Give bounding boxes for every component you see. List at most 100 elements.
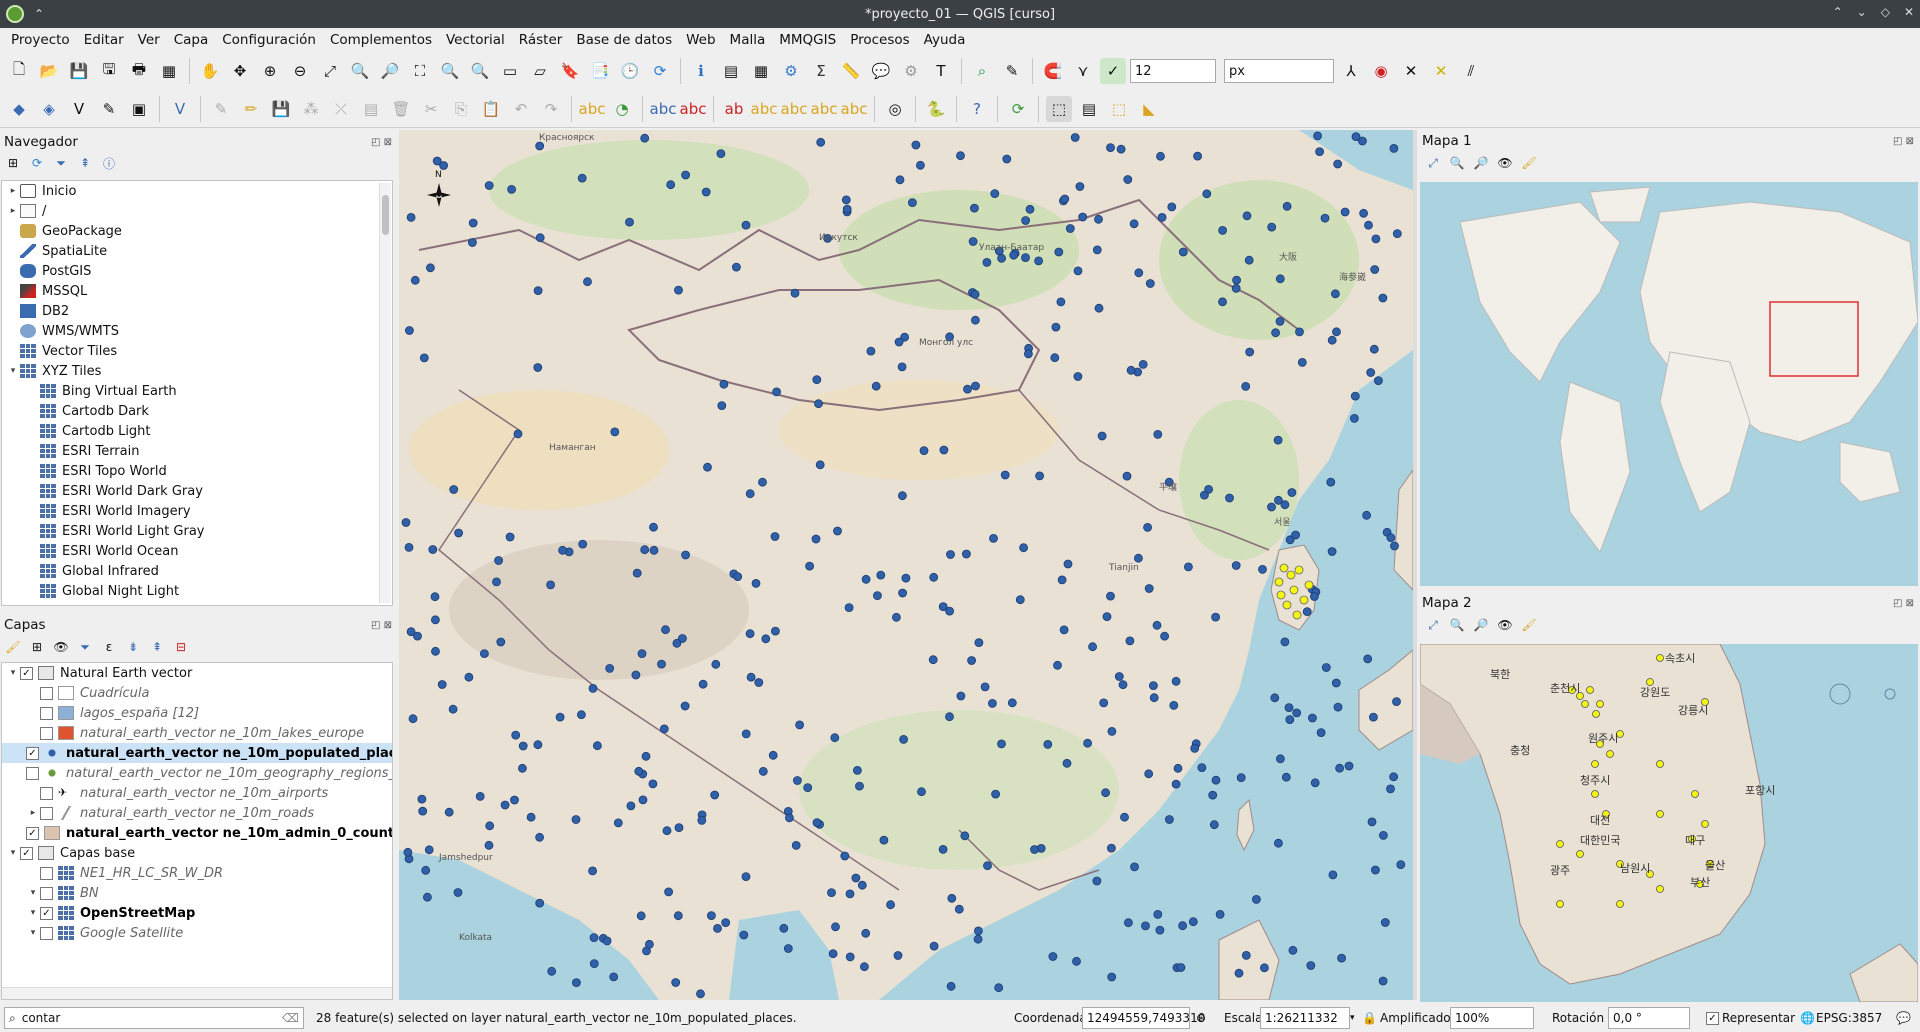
topology-icon[interactable]: ◉	[1374, 62, 1388, 80]
filter-icon[interactable]: ⏷	[56, 155, 66, 170]
render-checkbox[interactable]: ✓	[1706, 1012, 1719, 1025]
zoom-out-icon[interactable]: ⊖	[293, 62, 307, 80]
layer-item[interactable]: Cuadrícula	[2, 683, 392, 703]
label-pin-icon[interactable]: abc	[679, 99, 707, 118]
expand-all-icon[interactable]: ⇟	[127, 640, 139, 654]
layer-visibility-checkbox[interactable]	[40, 926, 53, 940]
layer-item[interactable]: ▾ Google Satellite	[2, 923, 392, 943]
tracing-icon[interactable]: ⅄	[1346, 62, 1356, 80]
style-manager-icon[interactable]: ▦	[161, 62, 177, 80]
style-panel-icon[interactable]: 🖌	[5, 640, 21, 654]
menu-item-11[interactable]: MMQGIS	[779, 32, 837, 48]
menu-item-9[interactable]: Web	[686, 32, 716, 48]
navigator-item[interactable]: Vector Tiles	[2, 341, 392, 361]
navigator-scrollbar[interactable]	[379, 183, 391, 603]
zoom-last-icon[interactable]: 🔍	[440, 62, 460, 80]
layer-visibility-checkbox[interactable]: ✓	[26, 746, 39, 760]
navigator-item[interactable]: DB2	[2, 301, 392, 321]
new-map-view-icon[interactable]: ▭	[502, 62, 518, 80]
navigator-item[interactable]: Cartodb Dark	[2, 401, 392, 421]
new-project-icon[interactable]: 🗋	[12, 59, 26, 78]
filter-expression-icon[interactable]: ε	[105, 640, 113, 654]
navigator-item[interactable]: Cartodb Light	[2, 421, 392, 441]
virtual-layer-icon[interactable]: ▣	[131, 99, 147, 118]
zoom-layer-icon[interactable]: 🔎	[380, 62, 400, 80]
coordinate-field[interactable]: 12494559,7493310	[1082, 1007, 1205, 1029]
identify-icon[interactable]: ℹ	[698, 62, 704, 80]
zoom-native-icon[interactable]: ⛶	[414, 62, 426, 80]
label-highlight-icon[interactable]: abc	[649, 99, 677, 118]
messages-icon[interactable]: 💬	[1896, 1011, 1911, 1025]
layer-item[interactable]: ▾ BN	[2, 883, 392, 903]
bookmark-icon[interactable]: 🔖	[560, 62, 580, 80]
python-icon[interactable]: 🐍	[926, 99, 946, 118]
layer-visibility-checkbox[interactable]: ✓	[26, 826, 39, 840]
layer-visibility-checkbox[interactable]: ✓	[20, 666, 33, 680]
print-layout-icon[interactable]: 🖶	[131, 59, 147, 78]
layer-item[interactable]: ▾ ✓ Natural Earth vector	[2, 663, 392, 683]
save-project-icon[interactable]: 💾	[69, 62, 89, 80]
pan-icon[interactable]: ✋	[200, 62, 220, 80]
pan-to-selection-icon[interactable]: ✥	[233, 62, 247, 80]
layer-visibility-checkbox[interactable]: ✓	[20, 846, 33, 860]
expand-arrow-icon[interactable]: ▸	[10, 206, 16, 216]
magnifier-field[interactable]: 100%	[1450, 1007, 1534, 1029]
edits-icon[interactable]: ✎	[214, 99, 228, 118]
add-selected-icon[interactable]: ⊞	[7, 156, 19, 170]
menu-item-7[interactable]: Ráster	[518, 32, 563, 48]
undo-icon[interactable]: ↶	[514, 99, 528, 118]
layer-visibility-checkbox[interactable]	[40, 786, 53, 800]
rotation-field[interactable]: 0,0 °	[1608, 1007, 1690, 1029]
measure-icon[interactable]: 📏	[841, 62, 861, 80]
label-change-icon[interactable]: abc	[810, 99, 838, 118]
select-by-value-icon[interactable]: ▤	[1081, 99, 1097, 118]
layer-item[interactable]: natural_earth_vector ne_10m_geography_re…	[2, 763, 392, 783]
toggle-extent-icon[interactable]: ⊛	[1196, 1011, 1207, 1025]
show-bookmarks-icon[interactable]: 📑	[590, 62, 610, 80]
zoom-full-icon[interactable]: ⤢	[323, 62, 336, 80]
toggle-editing-icon[interactable]: ✏	[244, 99, 258, 118]
map-tips-icon[interactable]: 💬	[871, 62, 891, 80]
layer-visibility-checkbox[interactable]	[40, 726, 53, 740]
panel-close-icon[interactable]: ◰ ⊠	[370, 619, 392, 631]
layer-item[interactable]: lagos_españa [12]	[2, 703, 392, 723]
scale-field[interactable]: 1:26211332	[1260, 1007, 1350, 1029]
collapse-all-icon[interactable]: ⇞	[79, 156, 91, 170]
main-map-canvas[interactable]: Монгол улс Красноярск Иркутск Улаан-Баатар 大…	[399, 130, 1413, 1000]
menu-item-12[interactable]: Procesos	[850, 32, 910, 48]
expand-arrow-icon[interactable]: ▾	[10, 848, 16, 858]
open-project-icon[interactable]: 📂	[39, 62, 59, 80]
zoom-full-icon[interactable]: ⤢	[1428, 155, 1438, 170]
label-rotate-icon[interactable]: abc	[780, 99, 808, 118]
menu-item-13[interactable]: Ayuda	[923, 32, 966, 48]
modify-attributes-icon[interactable]: ▤	[363, 99, 379, 118]
navigator-item[interactable]: ESRI World Imagery	[2, 501, 392, 521]
reload-plugin-icon[interactable]: ⟳	[1011, 99, 1025, 118]
layer-visibility-checkbox[interactable]: ✓	[40, 906, 53, 920]
add-vector-icon[interactable]: V	[174, 99, 186, 118]
self-snap-icon[interactable]: ✕	[1434, 62, 1448, 80]
snap-options-icon[interactable]: ⫽	[1467, 62, 1475, 80]
label-tool-icon[interactable]: abc	[578, 99, 606, 118]
zoom-selection-icon[interactable]: 🔍	[350, 62, 370, 80]
scale-dropdown-icon[interactable]: ▾	[1350, 1013, 1355, 1023]
zoom-selection-icon[interactable]: 🔍	[1449, 618, 1465, 632]
snap-units-select[interactable]: px	[1224, 59, 1334, 83]
navigator-item[interactable]: WMS/WMTS	[2, 321, 392, 341]
panel-close-icon[interactable]: ◰ ⊠	[1892, 135, 1914, 147]
redo-icon[interactable]: ↷	[544, 99, 558, 118]
label-show-icon[interactable]: ab	[724, 99, 744, 118]
collapse-all-icon[interactable]: ⇞	[151, 640, 163, 654]
layer-visibility-checkbox[interactable]	[40, 706, 53, 720]
layer-visibility-checkbox[interactable]	[40, 866, 53, 880]
navigator-item[interactable]: ESRI World Dark Gray	[2, 481, 392, 501]
menu-item-10[interactable]: Malla	[729, 32, 766, 48]
view-settings-icon[interactable]: 👁	[1497, 618, 1513, 632]
panel-close-icon[interactable]: ◰ ⊠	[1892, 597, 1914, 609]
layer-visibility-checkbox[interactable]	[40, 886, 53, 900]
clear-icon[interactable]: ⌫	[282, 1011, 299, 1025]
navigator-item[interactable]: ▾ XYZ Tiles	[2, 361, 392, 381]
style-icon[interactable]: 🖌	[1521, 618, 1537, 632]
layer-item[interactable]: ▾ ✓ Capas base	[2, 843, 392, 863]
locator-icon[interactable]: ⌕	[977, 62, 987, 80]
